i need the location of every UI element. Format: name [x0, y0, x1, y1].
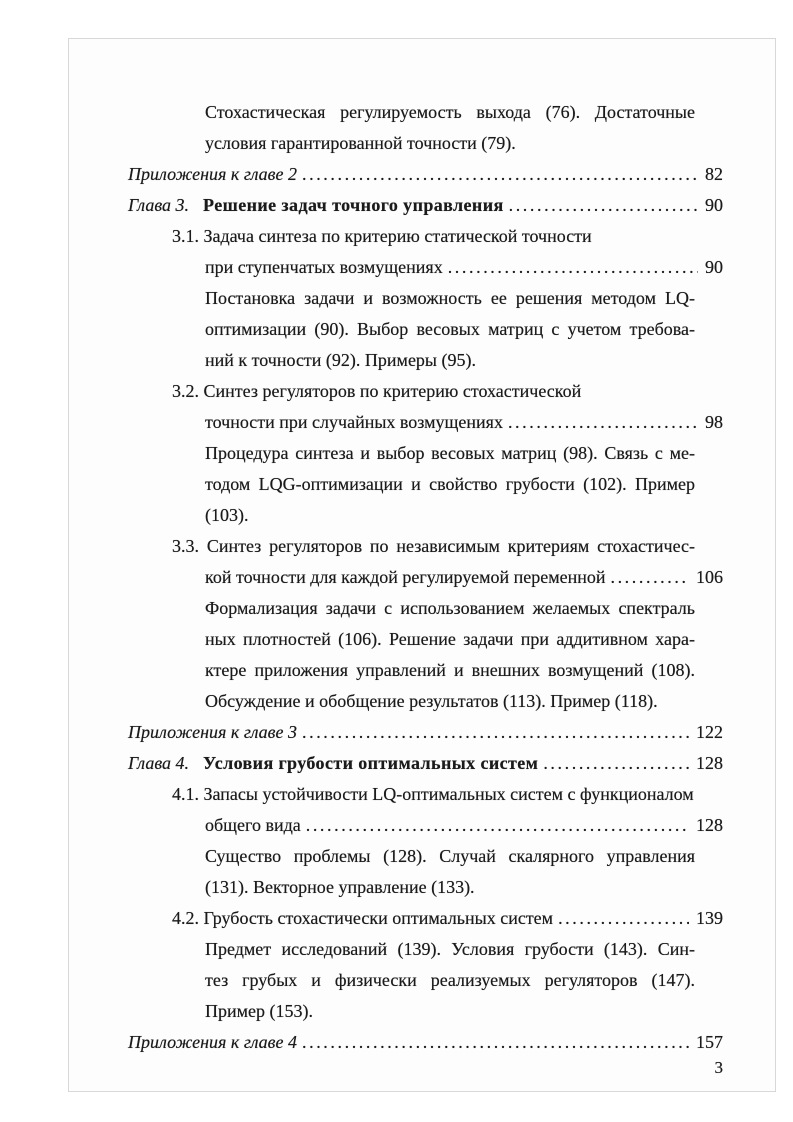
toc-entry-text: общего вида: [205, 815, 301, 835]
toc-entry-text: условия гарантированной точности (79).: [205, 133, 516, 153]
toc-entry-text: ний к точности (92). Примеры (95).: [205, 350, 477, 370]
toc-entry-text: 4.1. Запасы устойчивости LQ-оптимальных …: [172, 784, 694, 804]
toc-entry-text: Пример (153).: [205, 1001, 313, 1021]
toc-entry-page-number: 157: [696, 1032, 723, 1052]
toc-line: 3.1. Задача синтеза по критерию статичес…: [172, 221, 695, 252]
toc-entry-page-number: 128: [696, 753, 723, 773]
dot-leader: [448, 252, 698, 283]
toc-line: точности при случайных возмущениях 98: [205, 407, 723, 438]
toc-entry-text: Предмет исследований (139). Условия груб…: [205, 939, 695, 959]
toc-line: Процедура синтеза и выбор весовых матриц…: [205, 438, 695, 469]
toc-entry-page-number: 106: [696, 567, 723, 587]
toc-entry-text: 3.3. Синтез регуляторов по независимым к…: [172, 536, 695, 556]
toc-entry-text: тодом LQG-оптимизации и свойство грубост…: [205, 474, 695, 494]
toc-line: ний к точности (92). Примеры (95).: [205, 345, 695, 376]
toc-entry-page-number: 139: [696, 908, 723, 928]
toc-line: кой точности для каждой регулируемой пер…: [205, 562, 723, 593]
toc-line: Приложения к главе 2 82: [128, 159, 723, 190]
toc-line: 3.3. Синтез регуляторов по независимым к…: [172, 531, 695, 562]
toc-entry-text: Существо проблемы (128). Случай скалярно…: [205, 846, 695, 866]
toc-entry-text: 4.2. Грубость стохастически оптимальных …: [172, 908, 554, 928]
toc-line: ктере приложения управлений и внешних во…: [205, 655, 695, 686]
toc-line: Существо проблемы (128). Случай скалярно…: [205, 841, 695, 872]
toc-entry-text: Приложения к главе 3: [128, 722, 297, 742]
toc-line: Глава 4. Условия грубости оптимальных си…: [128, 748, 723, 779]
dot-leader: [302, 1027, 689, 1058]
toc-line: (131). Векторное управление (133).: [205, 872, 695, 903]
scanned-page: Стохастическая регулируемость выхода (76…: [68, 38, 776, 1092]
chapter-label: Глава 3.: [128, 195, 190, 215]
page-number: 3: [714, 1058, 724, 1077]
dot-leader: [558, 903, 689, 934]
dot-leader: [302, 159, 698, 190]
toc-line: тодом LQG-оптимизации и свойство грубост…: [205, 469, 695, 500]
toc-line: Формализация задачи с использованием жел…: [205, 593, 695, 624]
toc-line: Глава 3. Решение задач точного управлени…: [128, 190, 723, 221]
toc-line: 3.2. Синтез регуляторов по критерию стох…: [172, 376, 695, 407]
toc-entry-text: (103).: [205, 505, 249, 525]
toc-entry-text: Обсуждение и обобщение результатов (113)…: [205, 691, 658, 711]
toc-entry-text: оптимизации (90). Выбор весовых матриц с…: [205, 319, 695, 339]
toc-entry-text: 3.2. Синтез регуляторов по критерию стох…: [172, 381, 582, 401]
chapter-label: Глава 4.: [128, 753, 190, 773]
toc-line: 4.1. Запасы устойчивости LQ-оптимальных …: [172, 779, 695, 810]
toc-entry-text: Приложения к главе 4: [128, 1032, 297, 1052]
toc-entry-page-number: 90: [705, 257, 723, 277]
toc-entry-text: Условия грубости оптимальных систем: [203, 753, 539, 773]
toc-line: Постановка задачи и возможность ее решен…: [205, 283, 695, 314]
dot-leader: [306, 810, 689, 841]
toc-line: Обсуждение и обобщение результатов (113)…: [205, 686, 695, 717]
dot-leader: [509, 190, 698, 221]
toc-entry-text: Приложения к главе 2: [128, 164, 297, 184]
toc-line: (103).: [205, 500, 695, 531]
toc-entry-text: точности при случайных возмущениях: [205, 412, 503, 432]
toc-entry-page-number: 90: [705, 195, 723, 215]
toc-entry-text: ных плотностей (106). Решение задачи при…: [205, 629, 695, 649]
toc-entry-page-number: 98: [705, 412, 723, 432]
toc-entry-page-number: 128: [696, 815, 723, 835]
toc-line: оптимизации (90). Выбор весовых матриц с…: [205, 314, 695, 345]
toc-line: условия гарантированной точности (79).: [205, 128, 695, 159]
dot-leader: [302, 717, 689, 748]
toc-entry-text: Решение задач точного управления: [203, 195, 504, 215]
toc-entry-text: Формализация задачи с использованием жел…: [205, 598, 695, 618]
toc-line: Приложения к главе 3 122: [128, 717, 723, 748]
toc-entry-text: кой точности для каждой регулируемой пер…: [205, 567, 606, 587]
toc-line: общего вида 128: [205, 810, 723, 841]
dot-leader: [508, 407, 698, 438]
toc-line: ных плотностей (106). Решение задачи при…: [205, 624, 695, 655]
toc-entry-text: тез грубых и физически реализуемых регул…: [205, 970, 695, 990]
toc-line: при ступенчатых возмущениях 90: [205, 252, 723, 283]
toc-entry-text: (131). Векторное управление (133).: [205, 877, 475, 897]
toc-line: Приложения к главе 4 157: [128, 1027, 723, 1058]
toc-line: Предмет исследований (139). Условия груб…: [205, 934, 695, 965]
toc-entry-text: Процедура синтеза и выбор весовых матриц…: [205, 443, 695, 463]
toc-line: тез грубых и физически реализуемых регул…: [205, 965, 695, 996]
dot-leader: [543, 748, 689, 779]
toc-entry-page-number: 122: [696, 722, 723, 742]
toc-entry-text: Стохастическая регулируемость выхода (76…: [205, 102, 695, 122]
toc-line: Пример (153).: [205, 996, 695, 1027]
toc-entry-text: ктере приложения управлений и внешних во…: [205, 660, 695, 680]
toc-entry-text: Постановка задачи и возможность ее решен…: [205, 288, 695, 308]
table-of-contents: Стохастическая регулируемость выхода (76…: [128, 97, 723, 1058]
toc-entry-text: при ступенчатых возмущениях: [205, 257, 443, 277]
toc-entry-page-number: 82: [705, 164, 723, 184]
toc-entry-text: 3.1. Задача синтеза по критерию статичес…: [172, 226, 592, 246]
dot-leader: [610, 562, 689, 593]
toc-line: Стохастическая регулируемость выхода (76…: [205, 97, 695, 128]
toc-line: 4.2. Грубость стохастически оптимальных …: [172, 903, 723, 934]
